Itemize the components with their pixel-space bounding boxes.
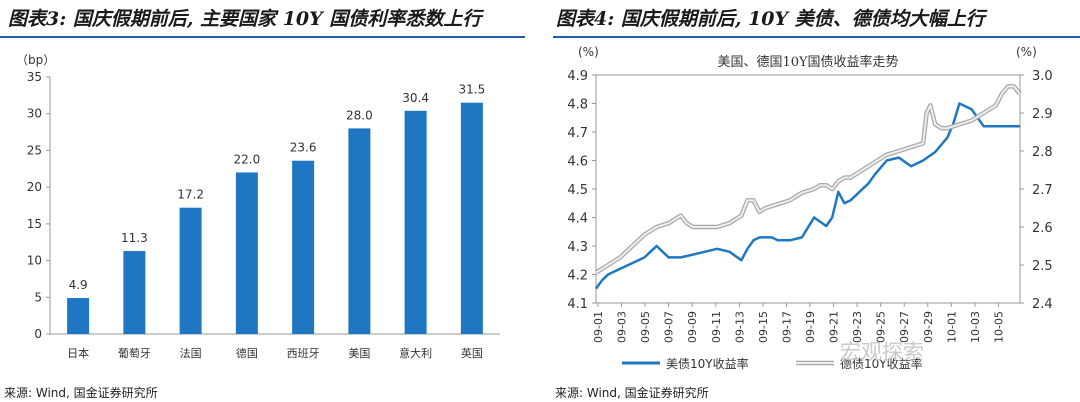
x-tick-label: 09-07 <box>663 311 676 343</box>
x-tick-label: 09-19 <box>804 311 817 343</box>
x-tick-label: 09-25 <box>875 311 888 343</box>
x-tick-label: 09-29 <box>922 311 935 343</box>
line-chart-title: 美国、德国10Y国债收益率走势 <box>717 54 898 70</box>
bar-category-label: 日本 <box>67 346 89 360</box>
bar-y-tick-label: 25 <box>27 143 42 157</box>
x-tick-label: 09-11 <box>710 311 723 343</box>
bar-value-label: 17.2 <box>177 188 204 202</box>
bar-y-tick-label: 30 <box>27 107 42 121</box>
bar-category-label: 德国 <box>236 346 258 360</box>
bar-y-tick-label: 20 <box>27 180 42 194</box>
x-tick-label: 09-01 <box>592 311 605 343</box>
x-tick-label: 09-09 <box>686 311 699 343</box>
x-tick-label: 09-17 <box>780 311 793 343</box>
right-y-tick-label: 2.7 <box>1032 183 1053 198</box>
bar-y-tick-label: 5 <box>34 290 42 304</box>
bar-value-label: 28.0 <box>346 108 373 122</box>
bar-0 <box>67 298 90 334</box>
legend-us-label: 美债10Y收益率 <box>666 356 749 371</box>
bar-value-label: 23.6 <box>290 141 317 155</box>
left-y-tick-label: 4.9 <box>567 69 588 84</box>
left-source-note: 来源: Wind, 国金证券研究所 <box>4 386 158 400</box>
bar-value-label: 11.3 <box>121 231 148 245</box>
series-us-line <box>594 102 1020 290</box>
bar-value-label: 31.5 <box>459 83 486 97</box>
left-y-tick-label: 4.4 <box>567 212 588 227</box>
left-y-tick-label: 4.6 <box>567 155 588 170</box>
right-y-tick-label: 2.6 <box>1032 221 1053 236</box>
right-y-tick-label: 2.9 <box>1032 107 1053 122</box>
x-tick-label: 10-05 <box>992 311 1005 343</box>
bar-y-tick-label: 0 <box>34 327 42 341</box>
left-title-rule <box>0 36 525 38</box>
x-tick-label: 09-13 <box>733 311 746 343</box>
bar-unit-label: （bp） <box>16 53 55 67</box>
bar-value-label: 30.4 <box>402 91 429 105</box>
bar-4 <box>292 160 315 334</box>
left-axis-unit: (%) <box>578 45 599 59</box>
right-title-rule <box>553 36 1080 38</box>
x-tick-label: 10-01 <box>945 311 958 343</box>
legend-de-label: 德债10Y收益率 <box>840 356 923 371</box>
bar-y-tick-label: 10 <box>27 254 42 268</box>
right-y-tick-label: 3.0 <box>1032 69 1053 84</box>
x-tick-label: 09-15 <box>757 311 770 343</box>
bar-7 <box>460 102 483 334</box>
x-tick-label: 09-03 <box>616 311 629 343</box>
x-tick-label: 09-27 <box>898 311 911 343</box>
x-tick-label: 09-05 <box>639 311 652 343</box>
left-y-tick-label: 4.7 <box>567 126 588 141</box>
bar-1 <box>123 251 146 334</box>
bar-category-label: 美国 <box>348 347 370 360</box>
bar-6 <box>404 110 427 334</box>
bar-3 <box>235 172 258 334</box>
right-chart-title: 图表4: 国庆假期前后, 10Y 美债、德债均大幅上行 <box>556 8 985 30</box>
left-y-tick-label: 4.1 <box>567 297 588 312</box>
bar-category-label: 法国 <box>180 346 202 360</box>
series-de-line <box>595 85 1021 274</box>
x-tick-label: 09-23 <box>851 311 864 343</box>
watermark: 宏观探索 <box>840 340 924 364</box>
bar-2 <box>179 207 202 334</box>
x-tick-label: 10-03 <box>969 311 982 343</box>
bar-y-tick-label: 15 <box>27 217 42 231</box>
bar-5 <box>348 128 371 334</box>
right-y-tick-label: 2.4 <box>1032 297 1053 312</box>
x-tick-label: 09-21 <box>828 311 841 343</box>
bar-y-tick-label: 35 <box>27 70 42 84</box>
bar-value-label: 22.0 <box>234 152 261 166</box>
right-y-tick-label: 2.5 <box>1032 259 1053 274</box>
right-axis-unit: (%) <box>1016 45 1037 59</box>
left-y-tick-label: 4.5 <box>567 183 588 198</box>
left-y-tick-label: 4.3 <box>567 240 588 255</box>
left-chart-title: 图表3: 国庆假期前后, 主要国家 10Y 国债利率悉数上行 <box>8 8 482 30</box>
bar-category-label: 英国 <box>461 346 483 360</box>
bar-category-label: 意大利 <box>399 346 432 360</box>
bar-value-label: 4.9 <box>69 278 88 292</box>
bar-category-label: 西班牙 <box>287 347 320 360</box>
bar-category-label: 葡萄牙 <box>118 347 151 360</box>
right-source-note: 来源: Wind, 国金证券研究所 <box>555 386 709 400</box>
left-y-tick-label: 4.2 <box>567 269 588 284</box>
left-y-tick-label: 4.8 <box>567 98 588 113</box>
right-y-tick-label: 2.8 <box>1032 145 1053 160</box>
